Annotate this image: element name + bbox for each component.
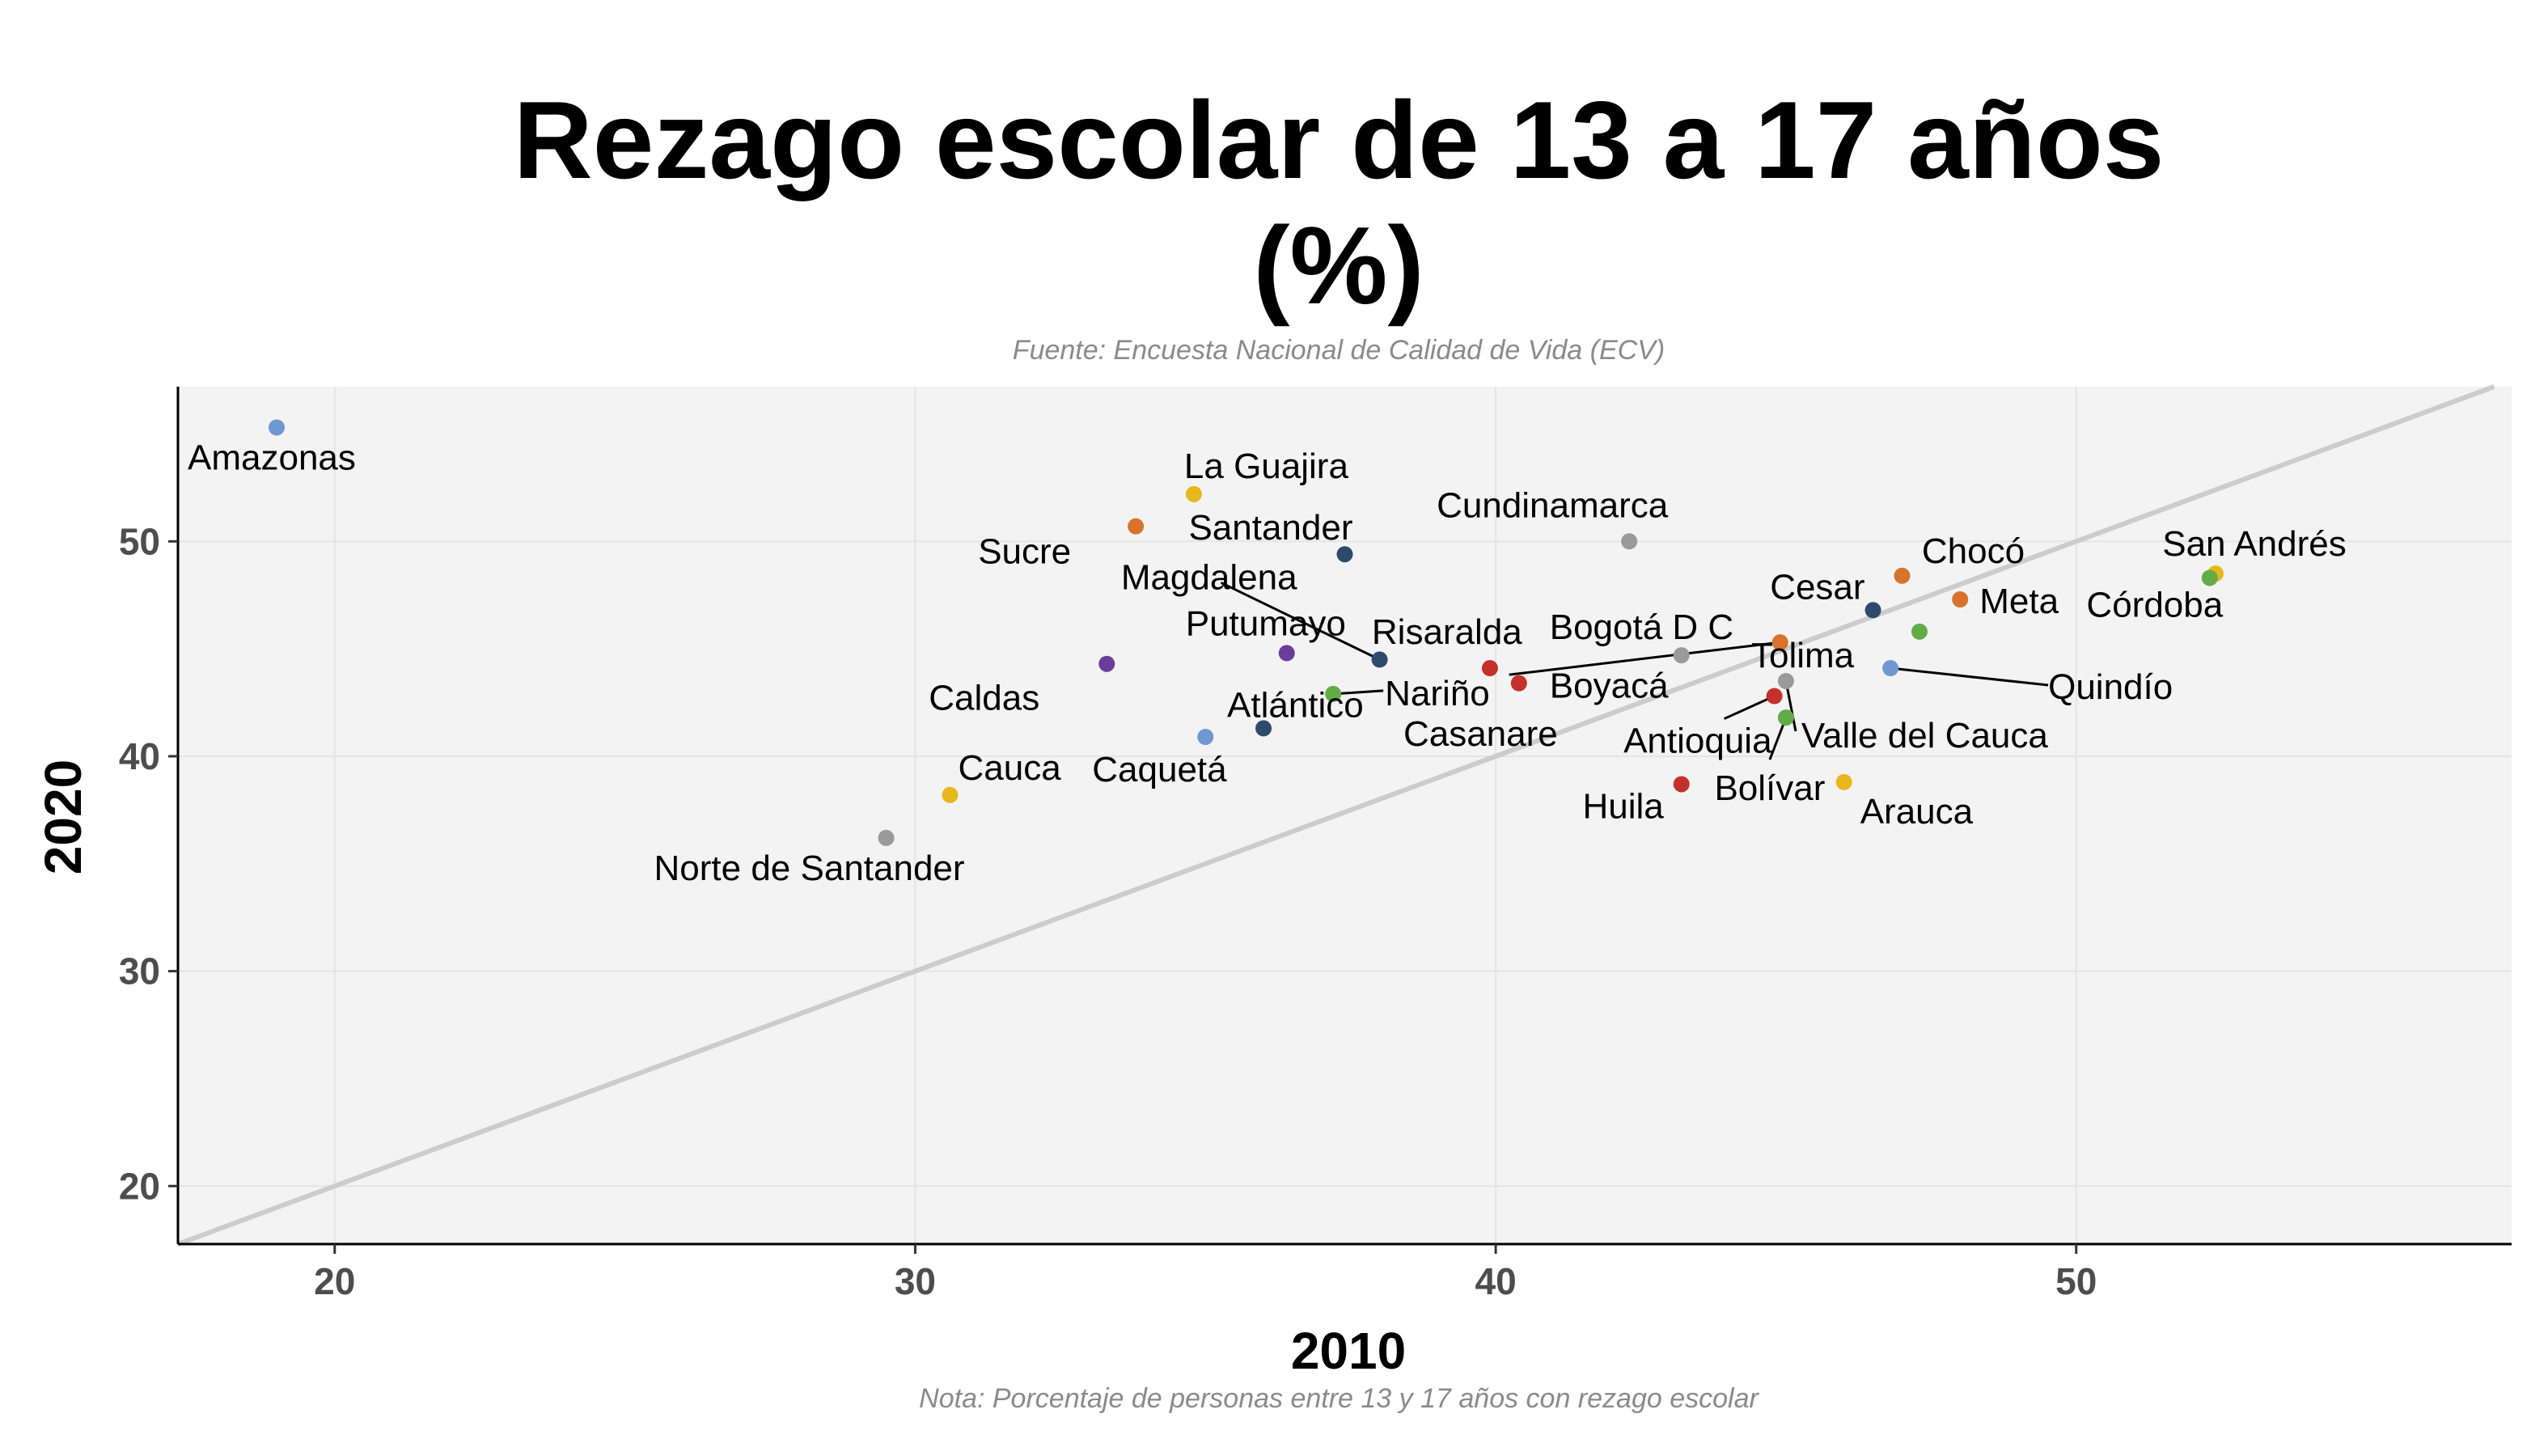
y-tick-label: 20 — [119, 1165, 160, 1207]
data-point — [1835, 773, 1852, 790]
point-label: Huila — [1582, 786, 1664, 826]
point-label: Putumayo — [1186, 603, 1346, 643]
point-label: Caldas — [929, 679, 1039, 718]
data-point — [2201, 569, 2218, 586]
point-label: Risaralda — [1372, 612, 1522, 652]
point-label: Chocó — [1922, 531, 2025, 571]
label-leader-line — [1890, 667, 2049, 687]
x-tick-label: 20 — [314, 1260, 355, 1302]
data-point — [1766, 688, 1783, 705]
data-point — [878, 829, 895, 846]
label-leader-line — [1509, 641, 1780, 676]
label-leader-line — [1220, 582, 1381, 661]
point-labels: Amazonas La Guajira Sucre Santander Cundinam… — [188, 438, 2347, 887]
data-point — [1882, 660, 1899, 677]
y-tick-label: 50 — [119, 520, 160, 562]
data-point — [1771, 634, 1788, 651]
data-point — [1777, 709, 1794, 726]
chart-title-line-2: (%) — [1253, 204, 1424, 327]
point-label: Antioquia — [1623, 722, 1772, 761]
x-axis-title: 2010 — [1291, 1322, 1406, 1380]
x-tick-label: 50 — [2055, 1260, 2097, 1302]
chart-title-line-1: Rezago escolar de 13 a 17 años — [514, 78, 2165, 201]
data-point — [1911, 623, 1928, 640]
label-leader-line — [1333, 689, 1384, 696]
point-label: Santander — [1188, 508, 1352, 548]
point-label: Cesar — [1770, 567, 1864, 607]
point-label: Sucre — [978, 532, 1071, 572]
grid-lines — [178, 387, 2512, 1244]
data-point — [269, 419, 286, 436]
point-label: Casanare — [1403, 714, 1558, 754]
point-label: Bolívar — [1714, 768, 1825, 808]
data-point — [1278, 645, 1295, 662]
chart-subtitle: Fuente: Encuesta Nacional de Calidad de … — [1013, 335, 1665, 366]
point-label: Magdalena — [1121, 557, 1297, 597]
chart-caption: Nota: Porcentaje de personas entre 13 y … — [919, 1383, 1759, 1414]
data-point — [1673, 776, 1690, 793]
point-label: Arauca — [1860, 792, 1974, 832]
point-label: San Andrés — [2162, 524, 2347, 564]
data-point — [1894, 567, 1911, 584]
label-leader-line — [1723, 695, 1776, 720]
point-label: Valle del Cauca — [1801, 716, 2048, 756]
point-label: Amazonas — [188, 438, 356, 477]
data-point — [1481, 660, 1498, 677]
point-label: Atlántico — [1227, 685, 1364, 725]
point-label: Córdoba — [2086, 585, 2223, 624]
data-point — [1864, 602, 1881, 619]
data-point — [1098, 655, 1115, 672]
x-tick-label: 40 — [1475, 1260, 1517, 1302]
point-label: La Guajira — [1184, 447, 1349, 486]
data-point — [1510, 675, 1527, 692]
data-point — [1371, 651, 1388, 668]
y-tick-label: 40 — [119, 735, 160, 777]
data-point — [1197, 729, 1214, 746]
label-leader-line — [1784, 680, 1797, 732]
point-label: Norte de Santander — [654, 849, 965, 888]
point-label: Cundinamarca — [1437, 485, 1669, 525]
data-point — [1255, 720, 1272, 737]
data-point — [942, 786, 959, 803]
y-axis-title: 2020 — [34, 760, 92, 874]
x-tick-label: 30 — [895, 1260, 936, 1302]
reference-line-y-equals-x — [176, 384, 2495, 1246]
point-label: Bogotá D C — [1550, 607, 1733, 647]
data-point — [1777, 672, 1794, 689]
point-label: Quindío — [2048, 667, 2173, 707]
point-label: Cauca — [958, 748, 1061, 788]
point-label: Tolima — [1751, 636, 1855, 675]
data-point — [1673, 647, 1690, 664]
data-point — [1325, 685, 1342, 702]
axis-ticks: 20 30 40 50 20 30 40 50 — [119, 520, 2097, 1302]
point-label: Meta — [1979, 582, 2059, 621]
y-tick-label: 30 — [119, 950, 160, 993]
data-point — [1185, 485, 1202, 502]
data-point — [1952, 591, 1969, 608]
data-point — [1128, 518, 1145, 535]
point-label: Nariño — [1385, 674, 1490, 713]
data-point — [1336, 546, 1353, 563]
point-label: Boyacá — [1550, 667, 1669, 706]
data-point — [1621, 533, 1638, 550]
data-points — [269, 419, 2224, 846]
point-label: Caquetá — [1092, 750, 1227, 789]
